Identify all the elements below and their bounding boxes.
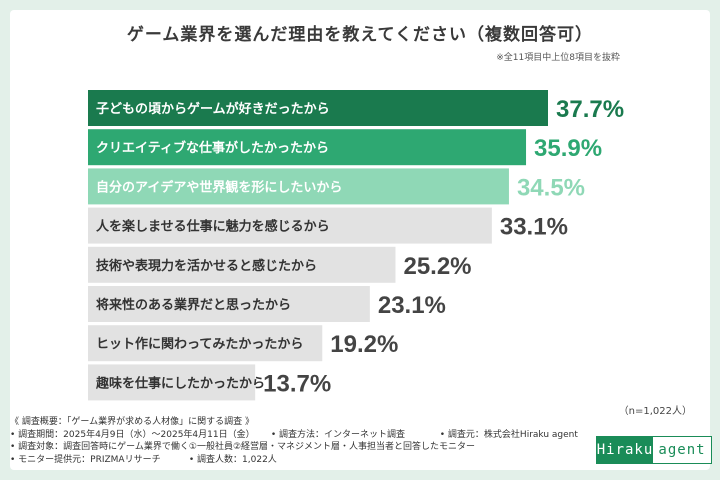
- bar-3: [88, 168, 509, 205]
- survey-footer: 《 調査概要：「ゲーム業界が求める人材像」に関する調査 》 • 調査期間：202…: [10, 416, 610, 466]
- footer-period: • 調査期間：2025年4月9日（水）〜2025年4月11日（金）: [10, 429, 255, 440]
- bar-value-label-3: 34.5%: [517, 174, 585, 201]
- chart-title: ゲーム業界を選んだ理由を教えてください（複数回答可）: [126, 25, 594, 45]
- bar-value-label-7: 19.2%: [330, 331, 398, 358]
- footer-monitor: • モニター提供元：PRIZMAリサーチ: [10, 454, 161, 465]
- bar-6: [88, 286, 370, 322]
- bar-value-label-2: 35.9%: [534, 135, 602, 162]
- bar-value-label-5: 25.2%: [403, 253, 471, 280]
- bar-category-label-5: 技術や表現力を活かせると感じたから: [96, 258, 317, 274]
- bar-1: [88, 90, 548, 126]
- bar-category-label-4: 人を楽しませる仕事に魅力を感じるから: [96, 219, 330, 235]
- bar-5: [88, 246, 396, 283]
- sample-size-note: （n=1,022人）: [618, 406, 692, 417]
- bar-4: [88, 207, 492, 244]
- bar-chart: 子どもの頃からゲームが好きだったから 37.7% クリエイティブな仕事がしたかったか…: [88, 90, 624, 401]
- bar-category-label-8: 趣味を仕事にしたかったから: [95, 375, 265, 391]
- bar-value-label-4: 33.1%: [500, 214, 568, 241]
- footer-count: • 調査人数：1,022人: [188, 454, 277, 465]
- bar-category-label-3: 自分のアイデアや世界観を形にしたいから: [96, 179, 342, 195]
- logo-right: agent: [653, 437, 711, 463]
- bar-8: [88, 364, 256, 401]
- bar-7: [88, 325, 323, 362]
- bar-category-label-2: クリエイティブな仕事がしたかったから: [96, 140, 329, 156]
- subnote: ※全11項目中上位8項目を抜粋: [496, 53, 620, 63]
- bar-value-label-1: 37.7%: [556, 96, 624, 123]
- footer-heading: 《 調査概要：「ゲーム業界が求める人材像」に関する調査 》: [10, 417, 254, 427]
- bar-value-label-8: 13.7%: [263, 370, 331, 397]
- hiraku-agent-logo: Hiraku agent: [596, 436, 712, 464]
- bar-category-label-1: 子どもの頃からゲームが好きだったから: [96, 101, 330, 117]
- bar-category-label-6: 将来性のある業界だと思ったから: [96, 297, 291, 313]
- footer-source: • 調査元：株式会社Hiraku agent: [439, 429, 578, 440]
- bar-category-label-7: ヒット作に関わってみたかったから: [96, 336, 303, 352]
- bar-2: [88, 129, 527, 166]
- bar-value-label-6: 23.1%: [378, 292, 446, 319]
- logo-left: Hiraku: [597, 437, 653, 463]
- footer-target: • 調査対象：調査回答時にゲーム業界で働く①一般社員②経営層・マネジメント層・人…: [10, 442, 476, 452]
- footer-method: • 調査方法：インターネット調査: [270, 429, 406, 440]
